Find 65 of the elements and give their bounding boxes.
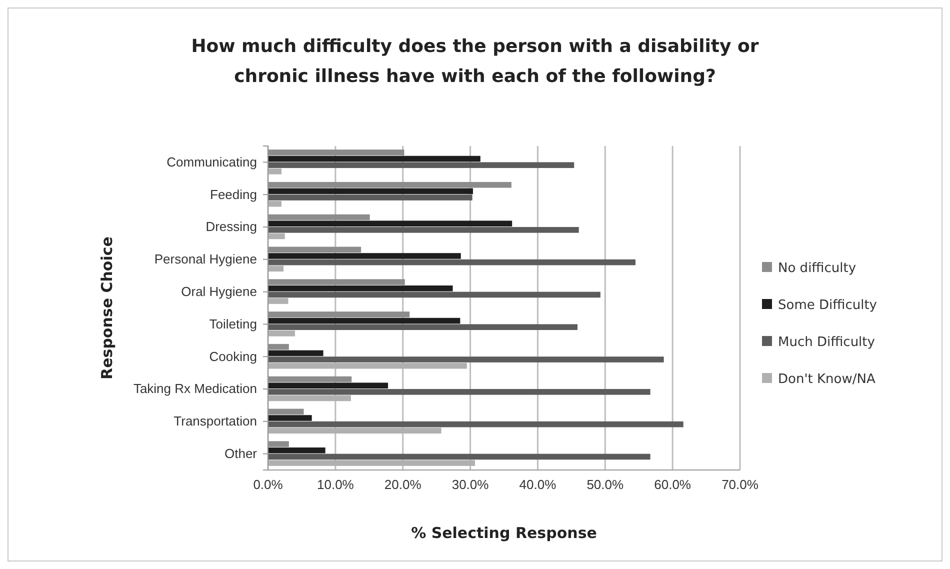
legend-label: No difficulty: [778, 261, 856, 276]
y-tick-label: Dressing: [206, 219, 257, 234]
bar: [268, 285, 453, 292]
bar: [268, 350, 324, 356]
x-tick-label: 70.0%: [722, 477, 759, 492]
bar: [268, 318, 460, 324]
bar: [268, 220, 512, 226]
y-tick-label: Transportation: [174, 414, 257, 429]
y-tick-label: Taking Rx Medication: [133, 381, 257, 396]
bar: [268, 194, 472, 200]
x-axis-title: % Selecting Response: [411, 524, 597, 542]
bar: [268, 395, 351, 402]
bar: [268, 447, 326, 454]
bar: [268, 428, 442, 434]
legend-label: Don't Know/NA: [778, 372, 876, 387]
x-tick-label: 20.0%: [384, 477, 422, 492]
bar: [268, 279, 405, 285]
x-tick-label: 30.0%: [452, 477, 490, 492]
bar: [268, 188, 473, 194]
y-tick-label: Feeding: [210, 186, 257, 202]
bar: [268, 324, 578, 330]
bar: [268, 454, 650, 460]
y-axis-title: Response Choice: [98, 236, 116, 380]
bar: [268, 156, 480, 162]
x-tick-label: 60.0%: [654, 477, 692, 492]
bar: [268, 259, 636, 266]
bar: [268, 382, 388, 388]
x-tick-label: 0.0%: [253, 477, 284, 492]
bar: [268, 253, 461, 259]
bar: [268, 266, 284, 272]
bar: [268, 344, 289, 350]
bar: [268, 182, 512, 188]
bar: [268, 312, 410, 318]
bar: [268, 168, 282, 174]
bar: [268, 441, 289, 447]
bar: [268, 200, 282, 207]
bar: [268, 362, 467, 369]
legend-label: Some Difficulty: [778, 298, 878, 313]
y-tick-label: Cooking: [209, 348, 257, 364]
bar: [268, 246, 362, 253]
y-tick-label: Toileting: [209, 316, 257, 332]
y-tick-label: Other: [224, 446, 258, 461]
bar: [268, 298, 288, 304]
bar: [268, 162, 574, 168]
bar: [268, 292, 600, 298]
legend-label: Much Difficulty: [778, 335, 876, 350]
bar: [268, 408, 304, 415]
chart-title: How much difficulty does the person with a disability or chronic illness have with each of the following?: [191, 36, 759, 87]
x-tick-label: 10.0%: [316, 477, 354, 492]
bar: [268, 233, 285, 240]
y-tick-label: Oral Hygiene: [181, 284, 257, 299]
bar: [268, 150, 404, 156]
y-tick-label: Personal Hygiene: [154, 252, 257, 267]
bar: [268, 421, 684, 428]
bar: [268, 356, 664, 362]
bar: [268, 376, 352, 382]
x-tick-label: 50.0%: [586, 477, 624, 492]
x-tick-label: 40.0%: [519, 477, 557, 492]
bar: [268, 214, 370, 220]
y-tick-label: Communicating: [166, 154, 257, 170]
bar: [268, 330, 295, 336]
bar: [268, 389, 650, 395]
bar: [268, 415, 312, 421]
bar: [268, 227, 579, 233]
bar: [268, 460, 476, 466]
